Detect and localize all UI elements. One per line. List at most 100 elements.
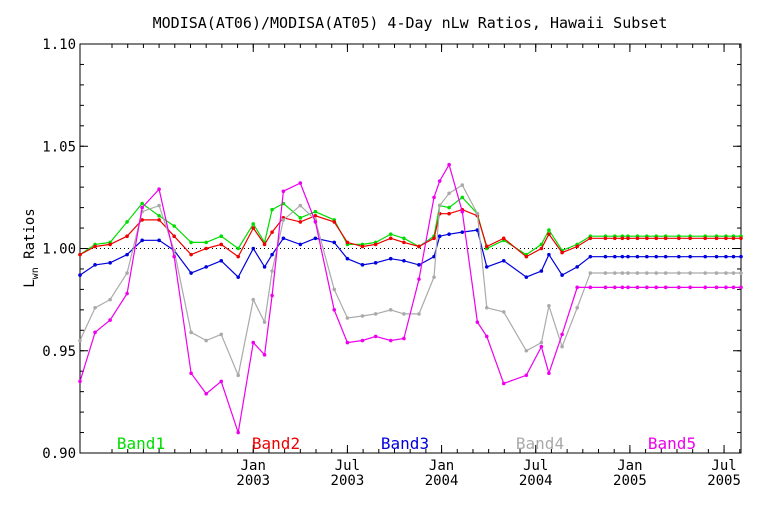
x-tick-year: 2004 (519, 473, 553, 489)
data-point (475, 228, 480, 232)
data-point (125, 234, 129, 239)
data-point (402, 236, 406, 241)
series-band4 (78, 183, 743, 378)
data-point (437, 234, 442, 239)
data-point (140, 205, 144, 210)
data-point (281, 189, 286, 194)
data-point (688, 271, 692, 275)
series-band5 (78, 162, 743, 435)
data-point (204, 338, 208, 343)
data-point (739, 254, 743, 259)
data-point (603, 254, 608, 259)
data-point (298, 203, 303, 208)
x-tick-year: 2005 (707, 473, 741, 489)
data-point (236, 430, 240, 435)
data-point (645, 285, 649, 290)
data-point (125, 291, 129, 296)
data-point (93, 263, 97, 267)
data-point (262, 320, 267, 324)
data-point (345, 340, 350, 345)
data-point (524, 275, 529, 279)
data-point (313, 220, 318, 224)
data-point (731, 271, 736, 275)
data-point (332, 240, 337, 245)
data-point (345, 256, 350, 261)
data-point (332, 308, 337, 312)
data-point (298, 181, 303, 185)
data-point (703, 285, 708, 290)
x-tick-year: 2004 (425, 473, 459, 489)
data-point (501, 381, 506, 386)
data-point (724, 285, 728, 290)
data-point (613, 236, 617, 241)
data-point (575, 285, 579, 290)
legend-item-band3: Band3 (381, 434, 429, 453)
data-point (402, 312, 406, 316)
data-point (281, 236, 286, 241)
data-point (588, 254, 593, 259)
data-point (626, 236, 630, 241)
data-point (281, 218, 286, 222)
data-point (484, 334, 489, 339)
data-point (688, 254, 692, 259)
data-point (731, 285, 736, 290)
data-point (460, 183, 465, 187)
y-tick-label: 0.95 (42, 344, 76, 360)
x-axis: Jan2003Jul2003Jan2004Jul2004Jan2005Jul20… (111, 44, 741, 489)
y-axis-label-sub: wn (30, 267, 41, 279)
data-point (703, 271, 708, 275)
data-point (332, 220, 337, 224)
data-point (560, 332, 564, 337)
data-point (575, 244, 579, 249)
data-point (219, 242, 224, 247)
data-point (270, 269, 274, 273)
data-point (402, 240, 406, 245)
data-point (313, 236, 318, 241)
data-point (189, 271, 193, 275)
data-point (251, 246, 256, 251)
y-tick-label: 1.10 (42, 37, 76, 53)
data-point (388, 256, 393, 261)
data-point (373, 261, 378, 265)
data-point (172, 234, 176, 239)
data-point (714, 254, 719, 259)
data-point (447, 191, 451, 196)
data-point (560, 273, 564, 277)
x-tick-month: Jan (617, 458, 642, 474)
data-point (524, 373, 529, 378)
data-point (204, 265, 208, 269)
data-point (332, 287, 337, 292)
data-point (654, 271, 659, 275)
series-line-band4 (79, 184, 741, 378)
data-point (140, 238, 144, 243)
data-point (373, 242, 378, 247)
data-point (108, 242, 112, 247)
data-point (539, 269, 544, 273)
data-point (157, 218, 161, 222)
data-point (236, 275, 240, 279)
data-point (539, 344, 544, 349)
y-tick-label: 0.90 (42, 446, 76, 462)
legend-item-band1: Band1 (117, 434, 165, 453)
data-point (645, 254, 649, 259)
data-point (703, 254, 708, 259)
data-point (475, 320, 480, 324)
data-point (539, 242, 544, 247)
data-point (189, 240, 193, 245)
data-point (108, 261, 112, 265)
data-point (236, 373, 240, 378)
data-point (620, 254, 625, 259)
series-group (78, 162, 743, 435)
data-point (447, 232, 451, 236)
data-point (484, 244, 489, 249)
x-tick-month: Jul (711, 458, 736, 474)
data-point (588, 285, 593, 290)
chart-title: MODISA(AT06)/MODISA(AT05) 4-Day nLw Rati… (153, 14, 668, 32)
data-point (739, 285, 743, 290)
data-point (172, 254, 176, 259)
data-point (731, 236, 736, 241)
y-tick-label: 1.05 (42, 139, 76, 155)
data-point (460, 209, 465, 214)
data-point (539, 340, 544, 345)
data-point (613, 285, 617, 290)
